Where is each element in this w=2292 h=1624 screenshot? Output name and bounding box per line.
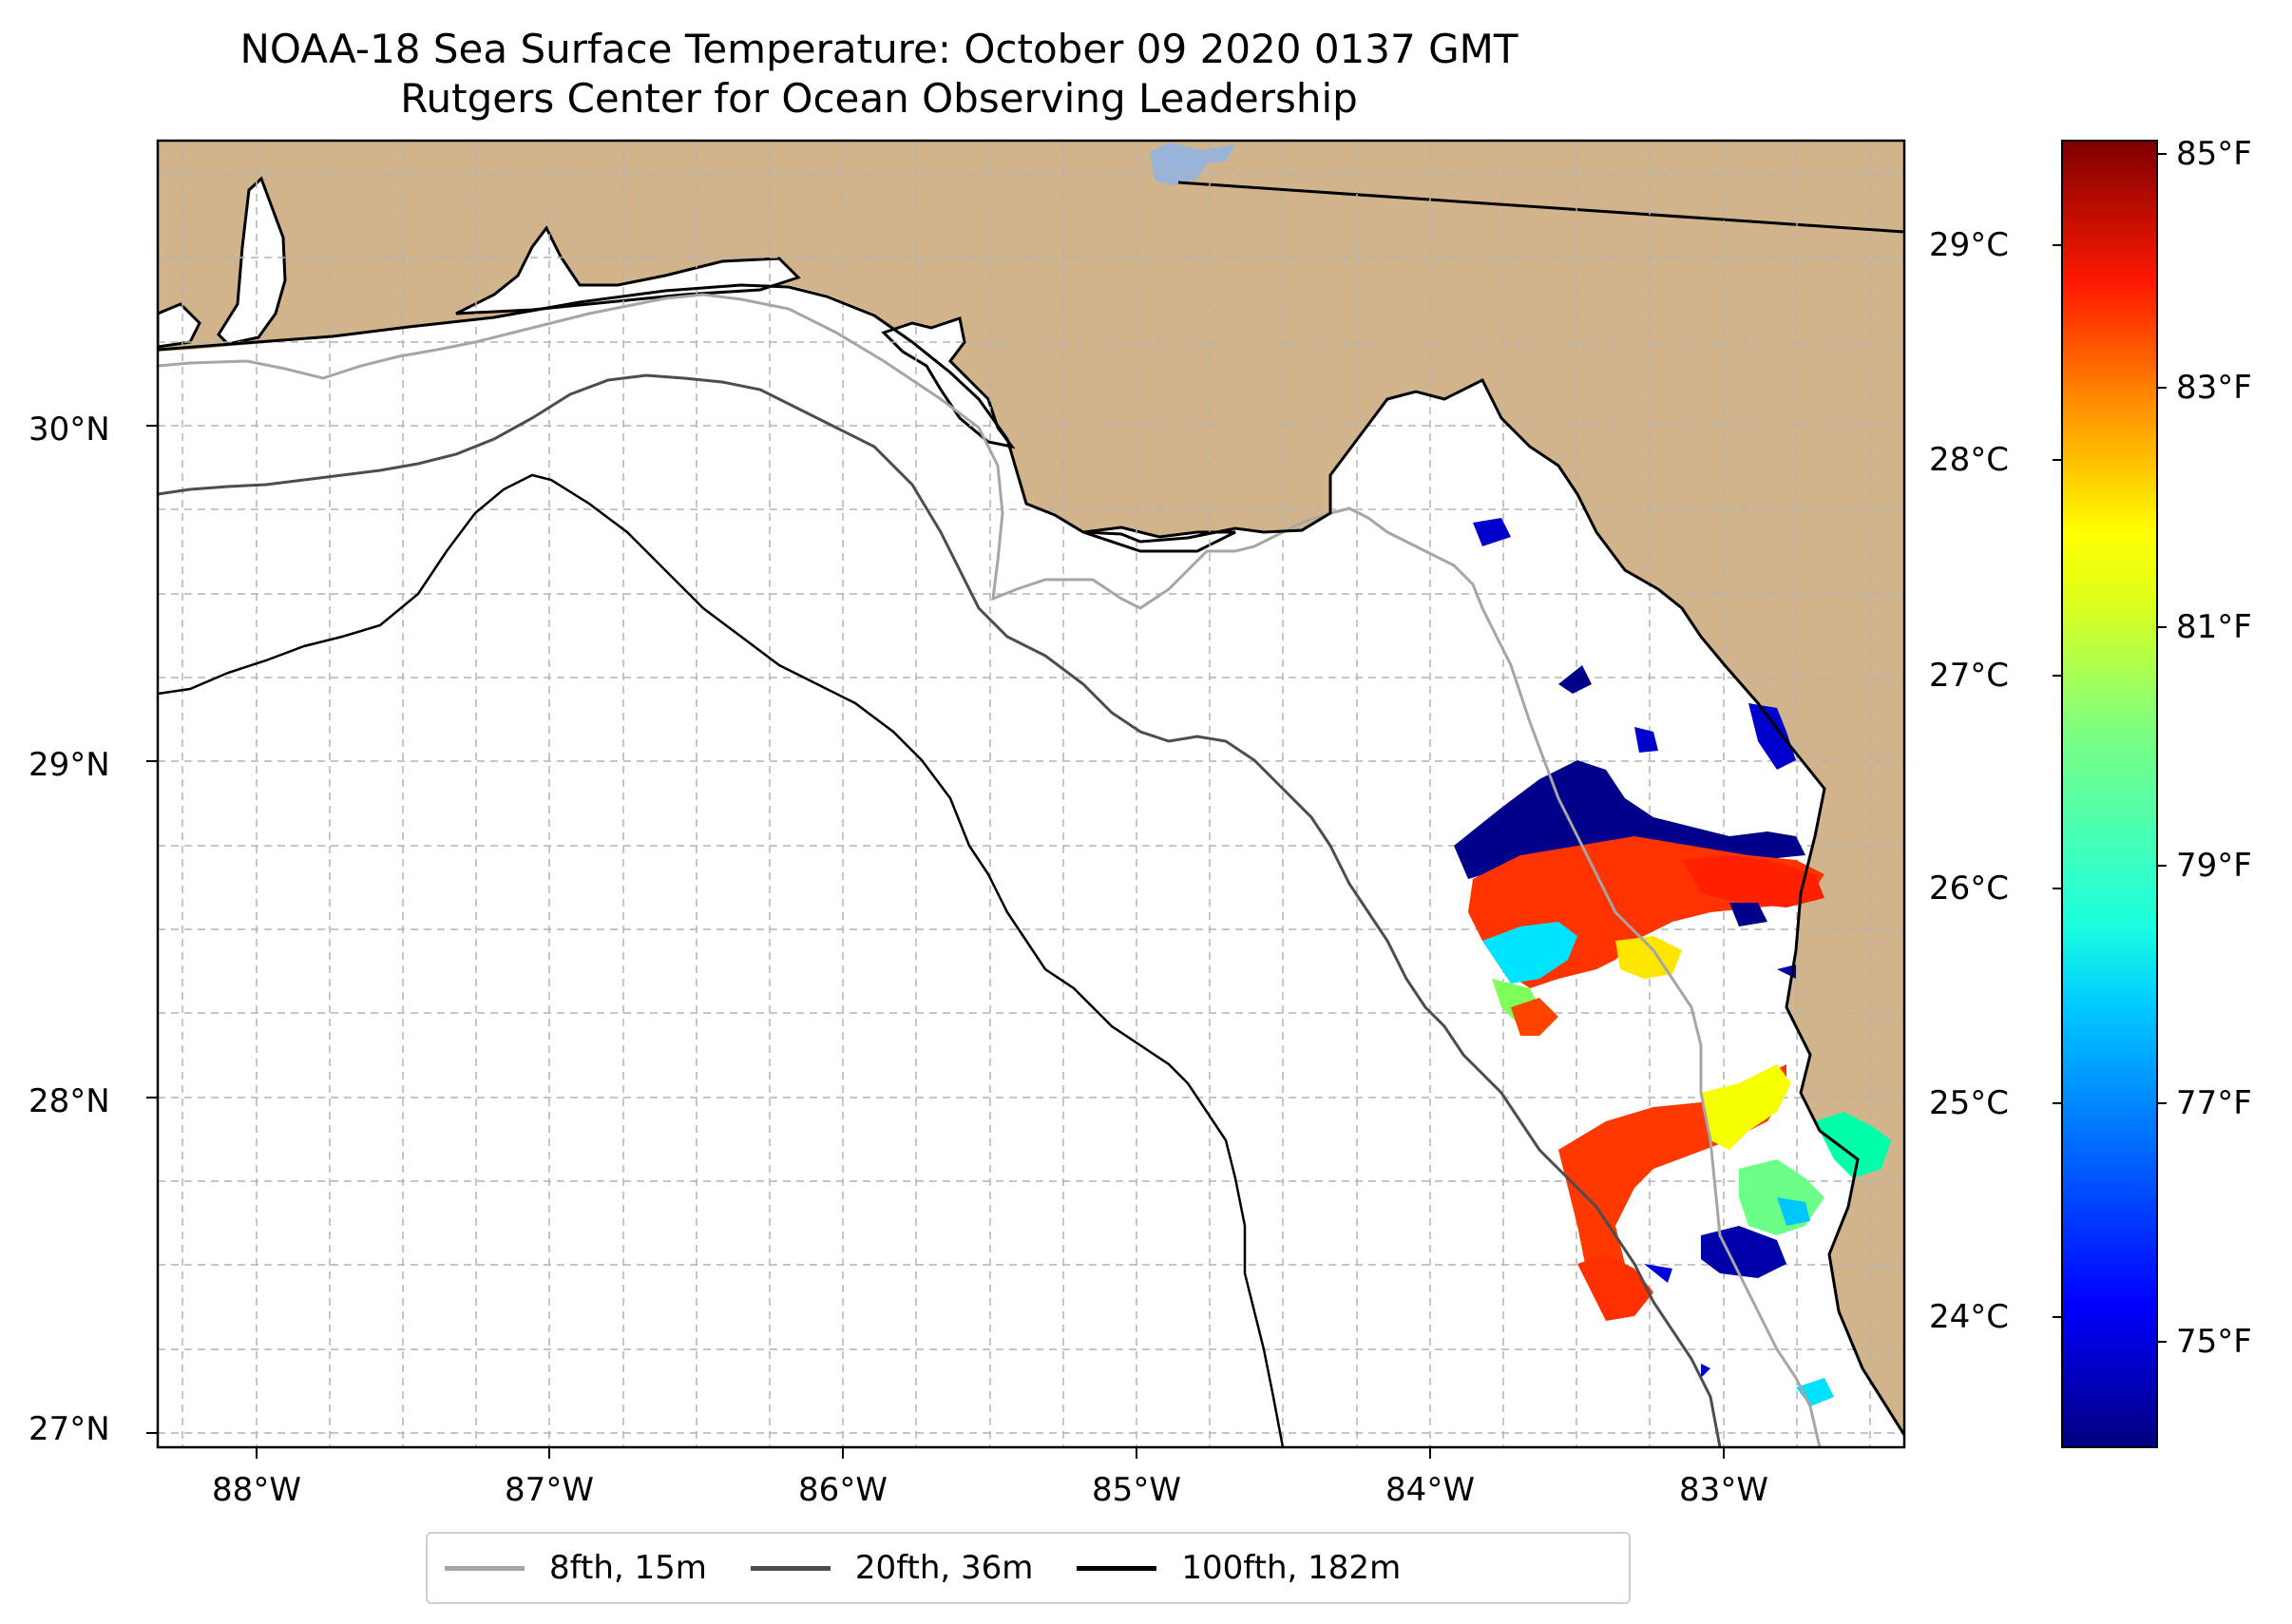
legend-label: 20fth, 36m <box>854 1549 1034 1587</box>
y-tick-label: 27°N <box>29 1410 110 1448</box>
land-mass <box>158 141 1904 1435</box>
legend-label: 8fth, 15m <box>549 1549 707 1587</box>
legend-item-8fth: 8fth, 15m <box>445 1549 707 1587</box>
coastline <box>158 283 1904 1436</box>
y-tick-label: 28°N <box>29 1082 110 1120</box>
colorbar-ticks <box>2053 153 2167 1343</box>
state-border <box>1177 181 1904 234</box>
x-ticks <box>256 1447 1725 1459</box>
legend-item-100fth: 100fth, 182m <box>1077 1549 1401 1587</box>
x-tick-label: 83°W <box>1679 1471 1768 1509</box>
map-title: NOAA-18 Sea Surface Temperature: October… <box>239 26 1518 72</box>
legend-item-20fth: 20fth, 36m <box>750 1549 1034 1587</box>
colorbar-fahrenheit-label: 83°F <box>2176 369 2252 407</box>
colorbar-fahrenheit-label: 81°F <box>2176 608 2252 646</box>
sst-data <box>1454 518 1891 1406</box>
legend-line-icon <box>750 1565 831 1571</box>
x-tick-label: 87°W <box>505 1471 594 1509</box>
x-tick-label: 85°W <box>1092 1471 1181 1509</box>
legend-line-icon <box>1077 1565 1157 1571</box>
plot-frame <box>156 139 1906 1449</box>
legend-line-icon <box>445 1565 525 1571</box>
isobath-8fth <box>158 293 1822 1447</box>
y-tick-label: 30°N <box>29 411 110 449</box>
colorbar <box>2061 140 2158 1448</box>
colorbar-fahrenheit-label: 75°F <box>2176 1323 2252 1361</box>
colorbar-celsius-label: 24°C <box>1929 1298 2010 1336</box>
colorbar-celsius-label: 28°C <box>1929 441 2010 479</box>
legend-label: 100fth, 182m <box>1181 1549 1402 1587</box>
colorbar-fahrenheit-label: 77°F <box>2176 1084 2252 1122</box>
colorbar-celsius-label: 26°C <box>1929 869 2010 908</box>
isobath-20fth <box>158 373 1722 1447</box>
x-tick-label: 86°W <box>798 1471 888 1509</box>
colorbar-celsius-label: 27°C <box>1929 657 2010 695</box>
colorbar-fahrenheit-label: 85°F <box>2176 135 2252 173</box>
isobath-100fth <box>158 473 1285 1447</box>
colorbar-celsius-label: 29°C <box>1929 226 2010 264</box>
y-ticks <box>146 425 158 1434</box>
y-tick-label: 29°N <box>29 746 110 784</box>
colorbar-celsius-label: 25°C <box>1929 1084 2010 1122</box>
x-tick-label: 88°W <box>212 1471 301 1509</box>
x-tick-label: 84°W <box>1385 1471 1475 1509</box>
map-subtitle: Rutgers Center for Ocean Observing Leade… <box>400 75 1358 122</box>
colorbar-fahrenheit-label: 79°F <box>2176 847 2252 885</box>
legend: 8fth, 15m 20fth, 36m 100fth, 182m <box>426 1532 1631 1604</box>
